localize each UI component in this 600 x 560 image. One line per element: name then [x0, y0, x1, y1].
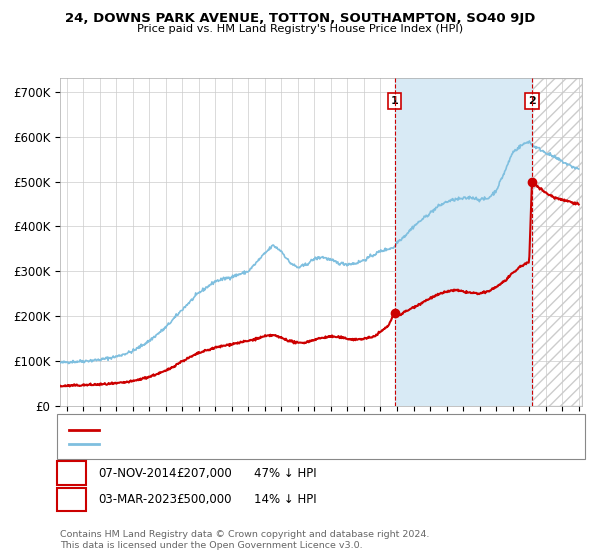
- Text: 1: 1: [67, 466, 76, 480]
- Text: 47% ↓ HPI: 47% ↓ HPI: [254, 466, 316, 480]
- Bar: [532, 78, 582, 406]
- Text: This data is licensed under the Open Government Licence v3.0.: This data is licensed under the Open Gov…: [60, 541, 362, 550]
- Text: 24, DOWNS PARK AVENUE, TOTTON, SOUTHAMPTON, SO40 9JD (detached house): 24, DOWNS PARK AVENUE, TOTTON, SOUTHAMPT…: [105, 424, 528, 435]
- Text: 03-MAR-2023: 03-MAR-2023: [98, 493, 177, 506]
- Text: 07-NOV-2014: 07-NOV-2014: [98, 466, 176, 480]
- Text: £500,000: £500,000: [176, 493, 232, 506]
- Text: HPI: Average price, detached house, New Forest: HPI: Average price, detached house, New …: [105, 439, 356, 449]
- Text: 2: 2: [528, 96, 536, 106]
- Text: Contains HM Land Registry data © Crown copyright and database right 2024.: Contains HM Land Registry data © Crown c…: [60, 530, 430, 539]
- Text: 24, DOWNS PARK AVENUE, TOTTON, SOUTHAMPTON, SO40 9JD: 24, DOWNS PARK AVENUE, TOTTON, SOUTHAMPT…: [65, 12, 535, 25]
- Text: 14% ↓ HPI: 14% ↓ HPI: [254, 493, 316, 506]
- Text: 1: 1: [391, 96, 398, 106]
- Bar: [395, 78, 532, 406]
- Text: Price paid vs. HM Land Registry's House Price Index (HPI): Price paid vs. HM Land Registry's House …: [137, 24, 463, 34]
- Text: £207,000: £207,000: [176, 466, 232, 480]
- Text: 2: 2: [67, 493, 76, 506]
